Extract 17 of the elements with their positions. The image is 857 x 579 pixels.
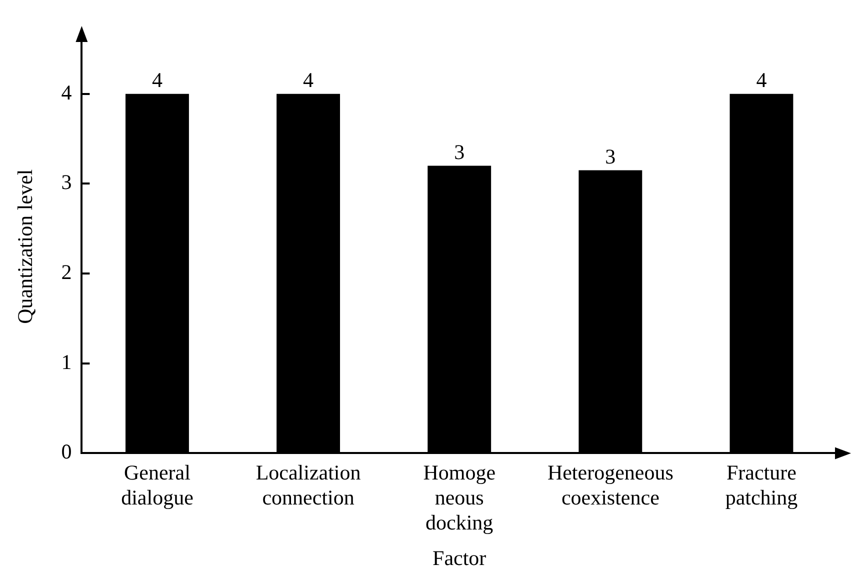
x-tick-label: Homoge neous docking [423, 460, 496, 535]
x-tick-label: Fracture patching [725, 460, 798, 510]
data-label: 3 [454, 140, 465, 164]
data-label: 4 [152, 68, 163, 92]
y-axis-title: Quantization level [13, 169, 38, 324]
x-axis-title: Factor [432, 546, 486, 570]
data-label: 3 [605, 144, 616, 168]
y-tick-label: 3 [61, 170, 72, 194]
y-tick-label: 0 [61, 440, 72, 464]
y-tick-label: 4 [61, 80, 72, 104]
x-tick-label: General dialogue [121, 460, 194, 510]
x-tick-label: Localization connection [256, 460, 362, 510]
y-tick-label: 2 [61, 260, 72, 284]
x-tick-label: Heterogeneous coexistence [547, 460, 674, 510]
data-label: 4 [756, 68, 768, 92]
y-tick-label: 1 [61, 350, 72, 374]
data-label: 4 [303, 68, 314, 92]
